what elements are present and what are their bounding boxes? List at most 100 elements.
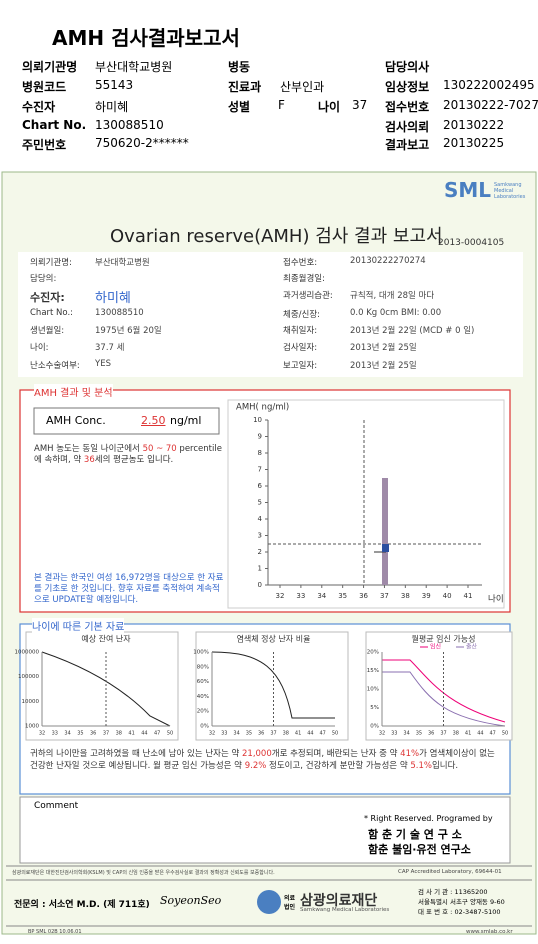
info-label: 나이:: [30, 343, 49, 353]
x-tick-label: 33: [391, 731, 397, 737]
info-label: Chart No.:: [30, 308, 74, 318]
x-tick-label: 37: [103, 731, 109, 737]
org: 삼광의료재단: [300, 893, 378, 909]
x-tick-label: 35: [416, 731, 422, 737]
report-number: 2013-0004105: [438, 238, 505, 248]
section-title: AMH 결과 및 분석: [34, 384, 113, 399]
curve: [211, 651, 335, 719]
info-line: 서울특별시 서초구 양재동 9-60: [418, 898, 505, 906]
y-tick-label: 20%: [367, 650, 379, 656]
field-label: 진료과: [228, 80, 262, 94]
y-tick-label: 5%: [370, 705, 379, 711]
x-tick-label: 36: [359, 592, 368, 600]
y-tick-label: 4: [258, 515, 263, 523]
y-tick-label: 1000000: [15, 650, 40, 656]
x-tick-label: 33: [52, 731, 58, 737]
x-tick-label: 41: [128, 731, 134, 737]
x-tick-label: 41: [465, 731, 471, 737]
logo-icon: [257, 890, 281, 914]
field-value: 55143: [95, 78, 134, 92]
y-tick-label: 8: [258, 449, 262, 457]
text-part: 5.1%: [410, 761, 432, 771]
y-tick-label: 100000: [18, 674, 39, 680]
info-value: 0.0 Kg 0cm BMI: 0.00: [350, 308, 442, 318]
field-value: 부산대학교병원: [95, 60, 173, 74]
text-part: 21,000: [242, 749, 272, 759]
rights: * Right Reserved. Programed by: [364, 814, 493, 823]
info-value: 하미혜: [95, 291, 131, 306]
x-tick-label: 36: [428, 731, 434, 737]
field-value: 130222002495: [443, 78, 535, 92]
field-label: 주민번호: [22, 138, 67, 152]
x-tick-label: 44: [307, 731, 313, 737]
info-line: 대 표 번 호 : 02-3487-5100: [418, 908, 501, 916]
y-tick-label: 7: [258, 466, 262, 474]
field-label: Chart No.: [22, 118, 87, 132]
y-tick-label: 2: [258, 548, 262, 556]
org-prefix: 의료법인: [284, 895, 296, 911]
mini-frame: [365, 631, 513, 741]
amh-chart-frame: [227, 399, 505, 609]
x-tick-label: 32: [209, 731, 215, 737]
y-tick-label: 9: [258, 433, 262, 441]
y-tick-label: 15%: [367, 668, 379, 674]
field-label: 수진자: [22, 100, 56, 114]
x-tick-label: 38: [401, 592, 410, 600]
signature: SoyeonSeo: [160, 894, 222, 907]
field-label: 병동: [228, 60, 251, 74]
text-part: percentile에 속하며, 약: [34, 444, 222, 465]
info-label: 접수번호:: [283, 258, 318, 268]
info-value: 규칙적, 대개 28일 마다: [350, 291, 435, 301]
text-part: 41%: [400, 749, 420, 759]
x-tick-label: 32: [379, 731, 385, 737]
y-tick-label: 0%: [200, 724, 209, 730]
x-tick-label: 47: [320, 731, 326, 737]
x-tick-label: 34: [233, 731, 239, 737]
x-tick-label: 37: [380, 592, 389, 600]
info-label: 최종월경일:: [283, 274, 325, 284]
info-label: 체중/신장:: [283, 310, 321, 320]
comment-label: Comment: [34, 801, 79, 811]
mini-title: 월평균 임신 가능성: [412, 634, 476, 644]
x-tick-label: 35: [338, 592, 347, 600]
y-tick-label: 1: [258, 565, 262, 573]
curve: [382, 659, 506, 723]
report-title: Ovarian reserve(AMH) 검사 결과 보고서: [110, 226, 443, 247]
x-tick-label: 38: [453, 731, 459, 737]
x-tick-label: 35: [77, 731, 83, 737]
logo: SML: [444, 178, 492, 202]
info-value: 부산대학교병원: [95, 258, 150, 268]
text-part: 개로 추정되며, 배란되는 난자 중 약: [271, 749, 401, 759]
y-tick-label: 80%: [197, 664, 209, 670]
field-label: 성별: [228, 100, 251, 114]
x-axis-label: 나이: [488, 594, 504, 605]
note: 본 결과는 한국인 여성 16,972명을 대상으로 한 자료를 기초로 한 것…: [34, 573, 224, 605]
field-value: 산부인과: [280, 80, 325, 94]
result-marker: [382, 544, 389, 552]
x-tick-label: 50: [332, 731, 338, 737]
field-value: 750620-2******: [95, 136, 189, 150]
x-tick-label: 34: [403, 731, 409, 737]
mini-title: 예상 잔여 난자: [81, 634, 131, 644]
x-tick-label: 36: [258, 731, 264, 737]
field-value: 20130222-70274: [443, 98, 538, 112]
field-label: 병원코드: [22, 80, 67, 94]
comment-box: [19, 796, 511, 864]
notice: 삼광의료재단은 대한진단검사의학회(KSLM) 및 CAP의 신임 인증을 받은…: [12, 870, 275, 876]
info: 검 사 기 관 : 11365200 서울특별시 서초구 양재동 9-60 대 …: [418, 887, 505, 917]
y-tick-label: 60%: [197, 679, 209, 685]
info-label: 의뢰기관명:: [30, 258, 72, 268]
lab: 함춘 불임·유전 연구소: [368, 843, 471, 856]
x-tick-label: 34: [64, 731, 70, 737]
text-part: 36: [83, 455, 95, 465]
lab: 함 춘 기 술 연 구 소: [368, 828, 462, 841]
x-tick-label: 44: [477, 731, 483, 737]
x-tick-label: 37: [440, 731, 446, 737]
x-tick-label: 44: [141, 731, 147, 737]
conc-label: AMH Conc.: [46, 414, 106, 427]
text-part: 50 ~ 70: [142, 444, 177, 454]
field-label: 담당의사: [385, 60, 430, 74]
info-value: YES: [95, 359, 111, 369]
y-tick-label: 0%: [370, 724, 379, 730]
